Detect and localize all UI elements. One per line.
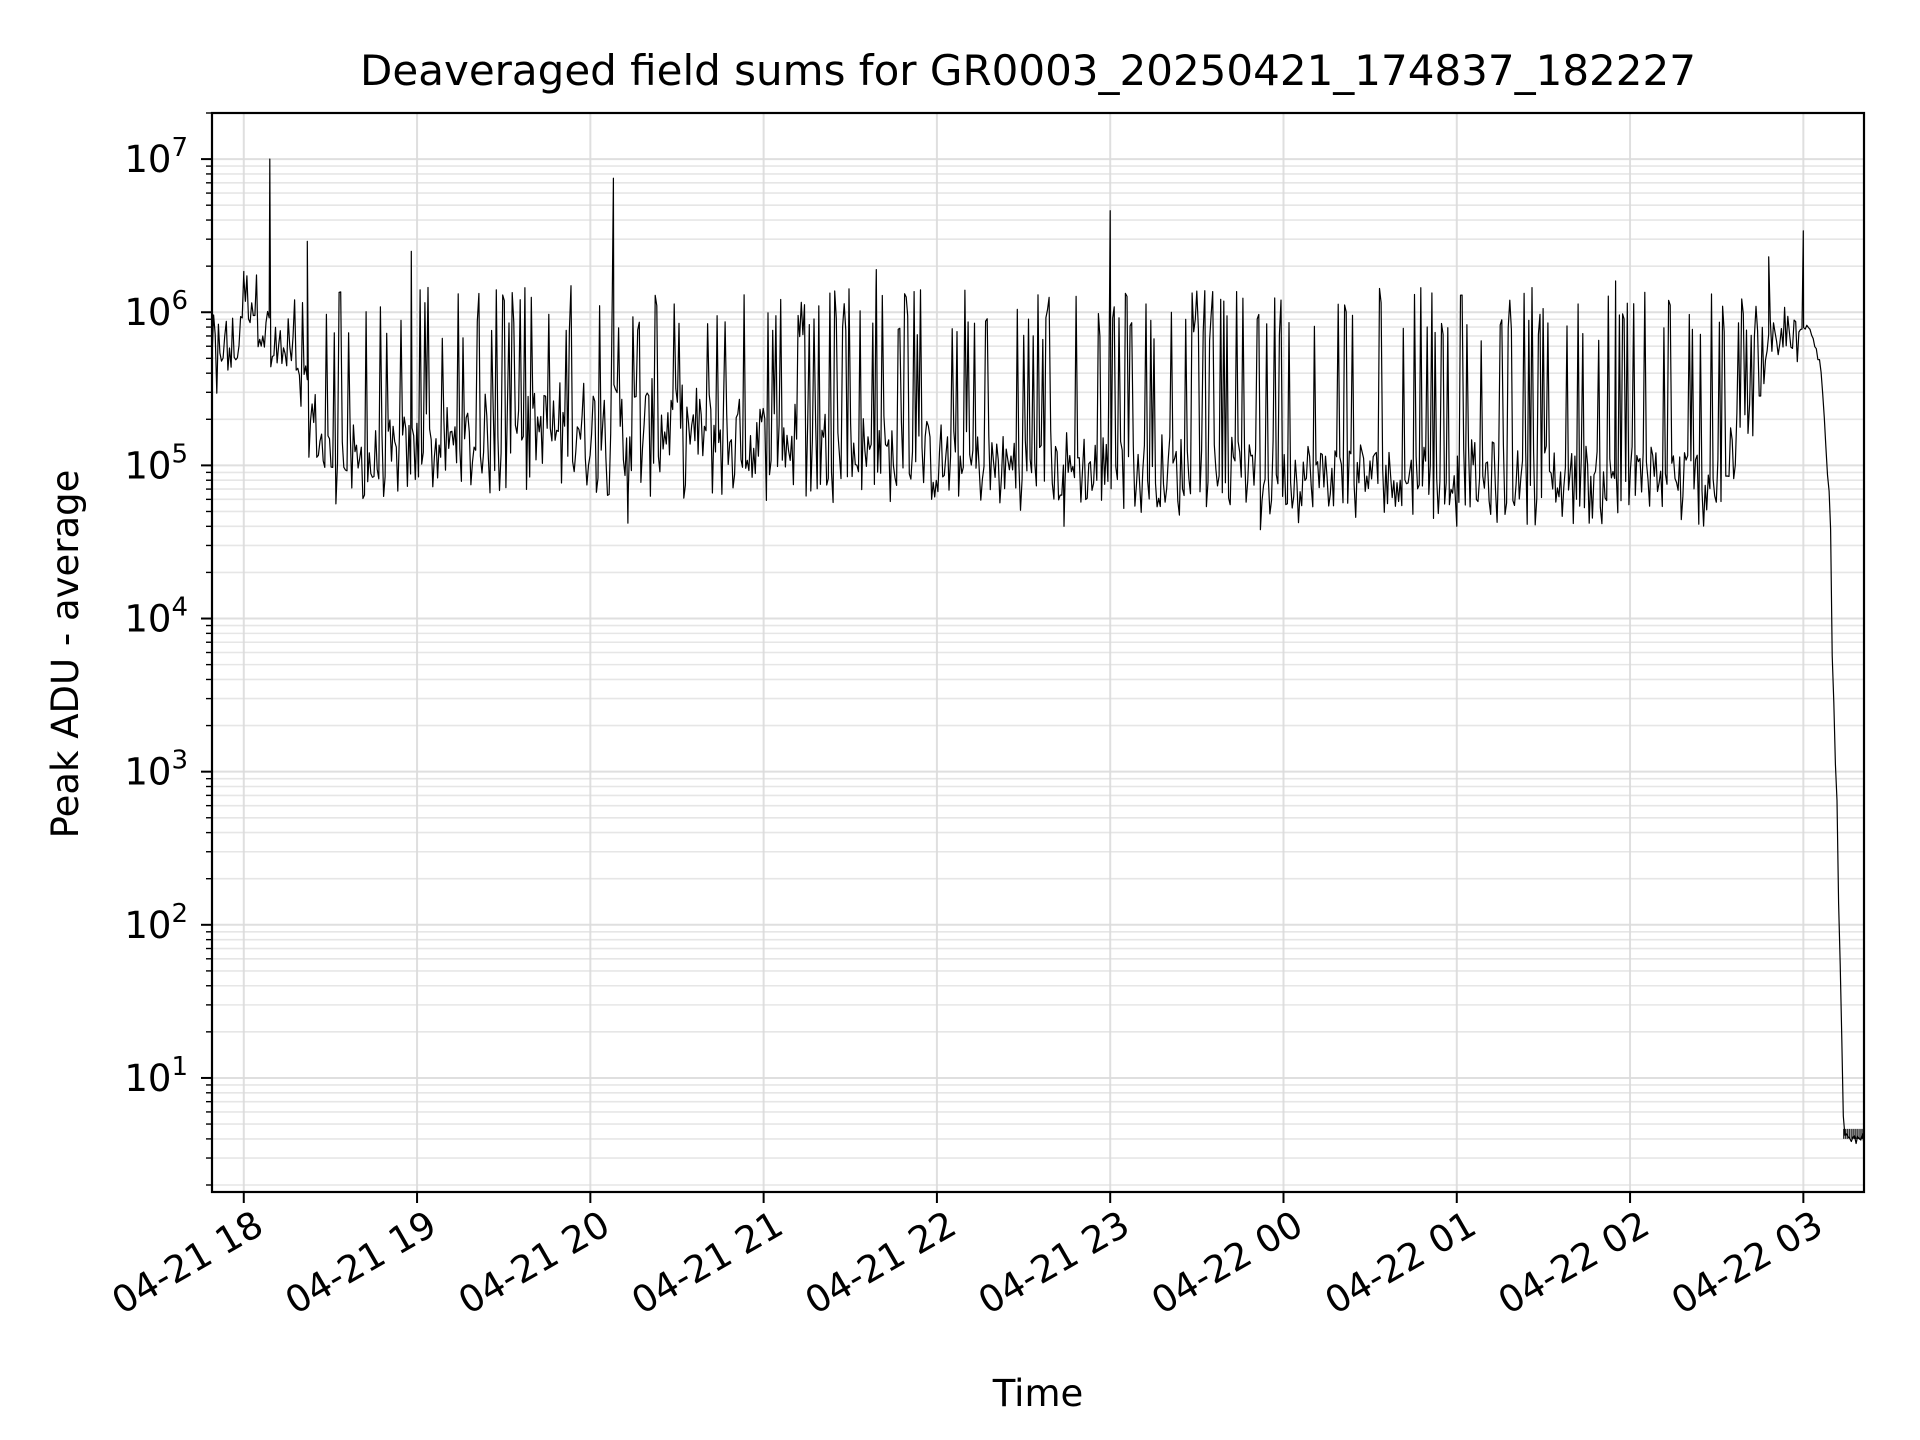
y-tick-label-base: 10 — [124, 291, 171, 334]
y-tick-label: 103 — [124, 746, 188, 794]
y-tick-label-exponent: 5 — [171, 439, 188, 469]
y-tick-label: 102 — [124, 899, 188, 947]
y-tick-label-base: 10 — [124, 904, 171, 947]
y-tick-label-exponent: 1 — [171, 1052, 188, 1082]
y-tick-label-exponent: 7 — [171, 133, 188, 163]
y-tick-label-base: 10 — [124, 751, 171, 794]
y-tick-label: 104 — [124, 593, 188, 641]
series-layer — [211, 158, 1865, 1145]
chart-title: Deaveraged field sums for GR0003_2025042… — [360, 46, 1696, 95]
y-tick-label: 106 — [124, 286, 188, 334]
y-tick-label: 105 — [124, 439, 188, 487]
y-tick-label-exponent: 3 — [171, 746, 188, 776]
y-tick-label: 107 — [124, 133, 188, 181]
y-tick-label-base: 10 — [124, 138, 171, 181]
series-tail-marks — [1843, 1128, 1863, 1139]
y-tick-label: 101 — [124, 1052, 188, 1100]
y-tick-label-exponent: 4 — [171, 593, 188, 623]
y-tick-label-base: 10 — [124, 444, 171, 487]
y-tick-label-base: 10 — [124, 1057, 171, 1100]
y-tick-label-exponent: 6 — [171, 286, 188, 316]
grid — [212, 112, 1864, 1192]
y-axis-label: Peak ADU - average — [44, 470, 87, 839]
x-axis-label: Time — [992, 1372, 1084, 1415]
series-line — [211, 158, 1865, 1145]
y-tick-label-base: 10 — [124, 598, 171, 641]
y-tick-label-exponent: 2 — [171, 899, 188, 929]
